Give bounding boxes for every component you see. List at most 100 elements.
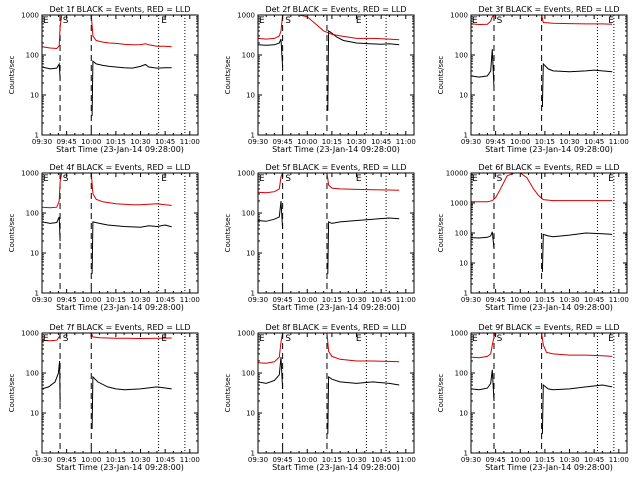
plot-frame [470,332,628,454]
y-tick-label: 1 [464,132,468,140]
y-tick-label: 1 [35,132,39,140]
series-line-events [42,60,172,116]
event-marker-e: E [356,16,362,26]
x-tick-label: 11:00 [396,456,416,464]
x-tick-label: 10:15 [106,296,126,304]
y-axis-label: Counts/sec [8,214,16,253]
y-tick-label: 100 [455,230,468,238]
x-tick-label: 09:30 [32,456,52,464]
x-axis-label: Start Time (23-Jan-14 09:28:00) [56,463,184,472]
y-tick-label: 10 [246,410,255,418]
y-tick-label: 10 [30,250,39,258]
x-tick-label: 10:30 [346,296,366,304]
series-line-events [471,231,613,273]
event-marker-e: E [43,174,49,184]
y-tick-label: 1000 [237,12,255,20]
y-tick-label: 1000 [237,330,255,338]
x-tick-label: 10:00 [297,138,317,146]
series-line-lld [471,15,613,26]
x-tick-label: 09:45 [486,138,506,146]
series-line-events [42,360,172,429]
x-tick-label: 10:00 [510,296,530,304]
x-tick-label: 09:30 [248,296,268,304]
x-tick-label: 09:45 [57,456,77,464]
y-tick-label: 1000 [450,330,468,338]
x-tick-label: 11:00 [180,138,200,146]
y-tick-label: 10000 [446,170,468,178]
y-tick-label: 1000 [450,12,468,20]
event-marker-e: E [356,334,362,344]
x-tick-label: 09:30 [248,456,268,464]
y-tick-label: 10 [459,410,468,418]
y-tick-label: 100 [242,210,255,218]
plot-frame [257,332,415,454]
x-tick-label: 10:45 [371,456,391,464]
event-marker-s: S [285,334,291,344]
x-tick-label: 11:00 [609,296,629,304]
event-marker-e: E [259,16,265,26]
event-marker-s: S [285,174,291,184]
x-tick-label: 10:15 [535,456,555,464]
series-line-events [471,369,613,434]
x-tick-label: 10:15 [322,456,342,464]
x-tick-label: 11:00 [609,138,629,146]
y-axis-label: Counts/sec [224,374,232,413]
x-tick-label: 10:30 [130,456,150,464]
event-marker-e: E [608,16,614,26]
x-tick-label: 10:45 [155,456,175,464]
chart-title: Det 5f BLACK = Events, RED = LLD [265,163,406,172]
x-tick-label: 10:00 [510,138,530,146]
event-marker-e: E [43,334,49,344]
x-tick-label: 10:15 [535,138,555,146]
chart-panel-9: Det 9f BLACK = Events, RED = LLD 1 10 100 10… [437,323,629,472]
event-marker-e: E [43,16,49,26]
y-tick-label: 1000 [450,200,468,208]
plot-frame [257,172,415,294]
event-marker-e: E [608,174,614,184]
chart-panel-8: Det 8f BLACK = Events, RED = LLD 1 10 100 10… [224,323,416,472]
event-marker-s: S [63,16,69,26]
series-line-lld [258,333,400,364]
series-line-events [471,49,613,108]
series-line-events [258,200,400,274]
chart-title: Det 6f BLACK = Events, RED = LLD [478,163,619,172]
x-tick-label: 10:30 [346,456,366,464]
series-line-lld [42,15,172,50]
x-axis-label: Start Time (23-Jan-14 09:28:00) [485,145,613,154]
x-tick-label: 09:45 [273,138,293,146]
x-tick-label: 09:45 [57,296,77,304]
y-axis-label: Counts/sec [8,56,16,95]
x-tick-label: 09:30 [248,138,268,146]
x-tick-label: 10:30 [130,296,150,304]
x-tick-label: 10:15 [535,296,555,304]
x-axis-label: Start Time (23-Jan-14 09:28:00) [485,303,613,312]
series-line-events [258,357,400,434]
series-line-lld [471,333,613,359]
y-tick-label: 100 [242,52,255,60]
y-tick-label: 10 [246,250,255,258]
x-tick-label: 10:00 [81,138,101,146]
x-axis-label: Start Time (23-Jan-14 09:28:00) [485,463,613,472]
y-tick-label: 1 [464,450,468,458]
event-marker-e: E [472,16,478,26]
y-tick-label: 100 [26,52,39,60]
x-tick-label: 10:15 [322,138,342,146]
x-tick-label: 09:45 [273,296,293,304]
y-tick-label: 1 [35,290,39,298]
x-tick-label: 11:00 [180,296,200,304]
x-tick-label: 10:30 [346,138,366,146]
event-marker-e: E [259,174,265,184]
series-line-events [42,216,172,274]
series-line-events [258,29,400,111]
y-axis-label: Counts/sec [224,214,232,253]
chart-panel-5: Det 5f BLACK = Events, RED = LLD 1 10 100 10… [224,163,416,312]
x-tick-label: 09:30 [461,296,481,304]
event-marker-s: S [63,334,69,344]
x-axis-label: Start Time (23-Jan-14 09:28:00) [56,145,184,154]
event-marker-s: S [497,174,503,184]
y-tick-label: 10 [459,92,468,100]
y-tick-label: 1 [464,290,468,298]
chart-title: Det 3f BLACK = Events, RED = LLD [478,5,619,14]
chart-title: Det 8f BLACK = Events, RED = LLD [265,323,406,332]
plot-frame [41,332,199,454]
